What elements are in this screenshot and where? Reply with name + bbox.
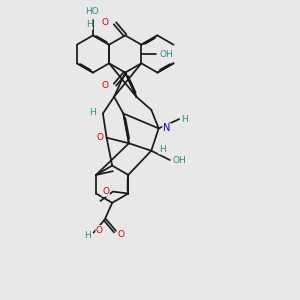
Text: H: H	[182, 115, 188, 124]
Text: O: O	[96, 226, 103, 235]
Text: O: O	[101, 18, 108, 27]
Text: HO: HO	[85, 7, 98, 16]
Text: N: N	[163, 123, 170, 134]
Text: H: H	[88, 107, 95, 116]
Text: H: H	[86, 20, 92, 29]
Text: H: H	[159, 145, 166, 154]
Text: OH: OH	[173, 155, 187, 164]
Text: O: O	[96, 133, 103, 142]
Text: O: O	[101, 81, 108, 90]
Text: O: O	[118, 230, 125, 238]
Text: OH: OH	[159, 50, 173, 58]
Text: H: H	[84, 231, 91, 240]
Text: O: O	[102, 187, 109, 196]
